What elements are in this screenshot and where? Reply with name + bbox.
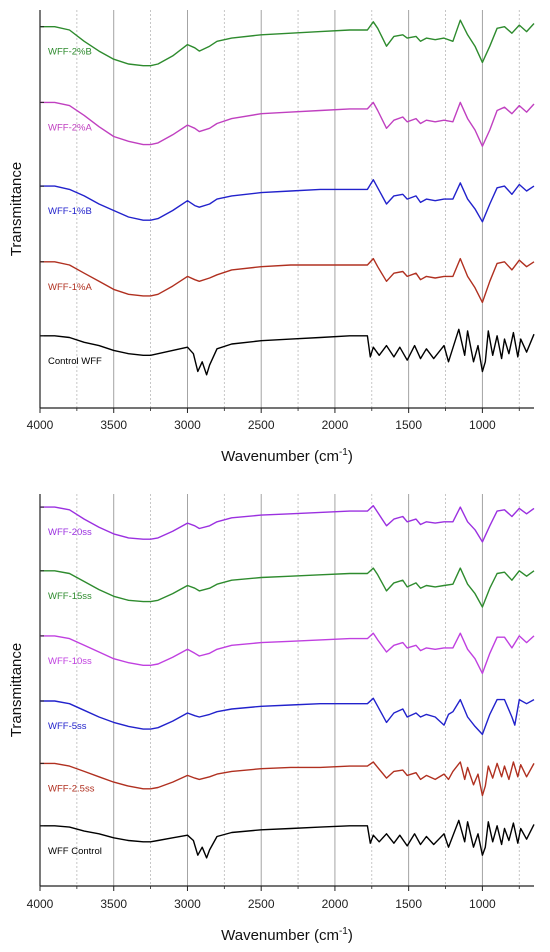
series-line-wff-1-a bbox=[40, 257, 535, 304]
series-line-wff-20ss bbox=[40, 505, 535, 543]
series-label-control-wff: Control WFF bbox=[48, 356, 102, 367]
x-axis-title: Wavenumber (cm-1) bbox=[221, 447, 353, 465]
x-tick-label: 2000 bbox=[322, 418, 349, 432]
series-line-wff-15ss bbox=[40, 567, 535, 608]
series-label-wff-2-a: WFF-2%A bbox=[48, 122, 92, 133]
series-line-wff-2-b bbox=[40, 19, 535, 67]
x-tick-label: 3500 bbox=[100, 418, 127, 432]
series-label-wff-15ss: WFF-15ss bbox=[48, 591, 92, 602]
series-line-wff-1-b bbox=[40, 179, 535, 223]
series-label-wff-20ss: WFF-20ss bbox=[48, 527, 92, 538]
series-label-wff-5ss: WFF-5ss bbox=[48, 721, 87, 732]
series-label-wff-control: WFF Control bbox=[48, 846, 102, 857]
x-tick-label: 1000 bbox=[469, 418, 496, 432]
x-tick-label: 3000 bbox=[174, 418, 201, 432]
ftir-chart-1: 4000 3500 3000 2500 2000 1500 1000 Wavenumber (… bbox=[8, 10, 535, 465]
series-line-wff-2-a bbox=[40, 101, 535, 147]
x-tick-label: 3000 bbox=[174, 897, 201, 911]
x-tick-label: 3500 bbox=[100, 897, 127, 911]
x-tick-label: 2500 bbox=[248, 418, 275, 432]
series-line-wff-2-5ss bbox=[40, 761, 535, 797]
series-label-wff-2-b: WFF-2%B bbox=[48, 47, 92, 58]
x-tick-label: 1000 bbox=[469, 897, 496, 911]
series-label-wff-1-b: WFF-1%B bbox=[48, 206, 92, 217]
series-line-wff-5ss bbox=[40, 697, 535, 736]
series-label-wff-10ss: WFF-10ss bbox=[48, 656, 92, 667]
series-label-wff-1-a: WFF-1%A bbox=[48, 282, 92, 293]
series-line-control-wff bbox=[40, 328, 535, 376]
x-tick-label: 4000 bbox=[27, 418, 54, 432]
x-tick-label: 1500 bbox=[395, 897, 422, 911]
series-label-wff-2-5ss: WFF-2.5ss bbox=[48, 783, 95, 794]
series-line-wff-control bbox=[40, 819, 535, 859]
x-tick-label: 4000 bbox=[27, 897, 54, 911]
x-tick-label: 2000 bbox=[322, 897, 349, 911]
x-tick-label: 1500 bbox=[395, 418, 422, 432]
x-tick-label: 2500 bbox=[248, 897, 275, 911]
y-axis-title: Transmittance bbox=[8, 162, 25, 256]
y-axis-title: Transmittance bbox=[8, 643, 25, 737]
series-line-wff-10ss bbox=[40, 632, 535, 675]
ftir-chart-2: 4000 3500 3000 2500 2000 1500 1000 Wavenumber (… bbox=[8, 494, 535, 944]
x-axis-title: Wavenumber (cm-1) bbox=[221, 926, 353, 944]
